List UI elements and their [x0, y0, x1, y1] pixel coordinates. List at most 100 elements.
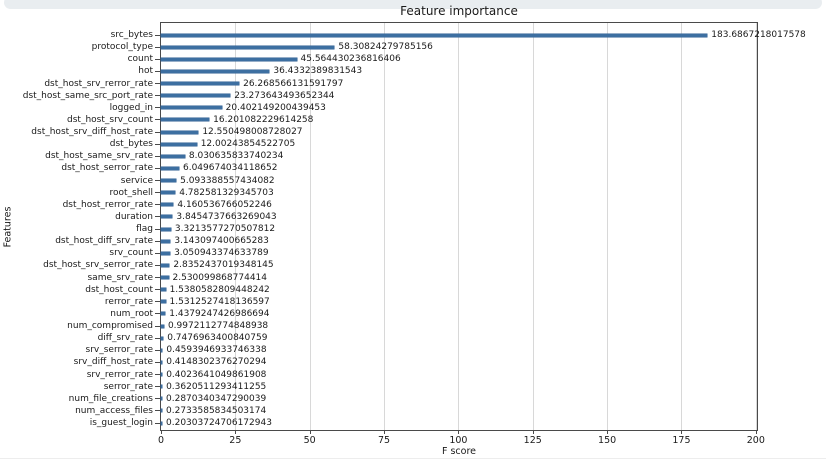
y-tick-mark: [155, 337, 160, 339]
importance-bar: [161, 312, 166, 316]
feature-label: dst_host_srv_rerror_rate: [44, 78, 153, 89]
gridline: [458, 23, 460, 430]
feature-label: srv_diff_host_rate: [73, 357, 153, 368]
feature-label: service: [120, 175, 153, 186]
gridline: [309, 23, 311, 430]
y-tick-mark: [155, 325, 160, 327]
feature-label: duration: [115, 211, 153, 222]
x-tick-label: 100: [449, 435, 468, 446]
bar-value-label: 36.4332389831543: [273, 66, 363, 77]
y-tick-mark: [155, 277, 160, 278]
feature-label: same_srv_rate: [87, 272, 153, 283]
bar-value-label: 3.3213577270507812: [174, 224, 276, 234]
bottom-divider: [0, 458, 826, 459]
y-tick-mark: [155, 289, 160, 291]
y-tick-mark: [155, 422, 160, 424]
collapsed-cell-strip: [4, 0, 822, 9]
bar-row: srv_diff_host_rate 0.4148302376270294: [0, 356, 826, 368]
feature-label: dst_host_same_srv_rate: [45, 151, 153, 162]
bar-row: protocol_type 58.30824279785156: [0, 41, 826, 53]
x-tick-label: 200: [746, 435, 765, 446]
bar-row: same_srv_rate 2.530099868774414: [0, 272, 826, 284]
x-tick-label: 75: [378, 435, 391, 446]
bar-row: duration 3.8454737663269043: [0, 211, 826, 223]
bar-value-label: 12.00243854522705: [200, 139, 296, 150]
bar-row: dst_host_rerror_rate 4.160536766052246: [0, 199, 826, 211]
y-tick-mark: [155, 386, 160, 388]
feature-label: root_shell: [109, 187, 153, 198]
x-tick-mark: [235, 431, 237, 434]
feature-label: dst_host_srv_serror_rate: [43, 260, 153, 271]
feature-label: is_guest_login: [89, 418, 153, 428]
feature-label: num_access_files: [75, 405, 153, 416]
bar-row: dst_host_same_src_port_rate 23.2736434936…: [0, 90, 826, 102]
feature-label: num_compromised: [67, 321, 153, 331]
feature-label: dst_host_diff_srv_rate: [55, 236, 153, 247]
bar-value-label: 5.093388557434082: [180, 175, 275, 186]
gridline: [384, 23, 386, 430]
gridline: [607, 23, 609, 430]
importance-bar: [161, 191, 176, 195]
importance-bar: [161, 288, 166, 292]
bar-value-label: 12.550498008728027: [202, 127, 303, 137]
importance-bar: [161, 179, 177, 182]
feature-label: dst_host_serror_rate: [61, 163, 153, 174]
bar-value-label: 3.8454737663269043: [176, 211, 277, 222]
feature-label: logged_in: [109, 102, 153, 113]
bar-row: diff_srv_rate 0.7476963400840759: [0, 332, 826, 344]
bar-value-label: 1.5312527418136597: [169, 296, 270, 307]
y-tick-mark: [155, 155, 160, 157]
bar-value-label: 1.4379247426986694: [169, 308, 270, 319]
importance-bar: [161, 385, 163, 389]
bar-row: service 5.093388557434082: [0, 175, 826, 187]
bar-row: dst_host_diff_srv_rate 3.143097400665283: [0, 235, 826, 247]
bar-value-label: 0.9972112774848938: [167, 321, 269, 331]
bar-value-label: 2.8352437019348145: [173, 260, 274, 271]
x-tick-label: 150: [598, 435, 617, 446]
bar-row: dst_bytes 12.00243854522705: [0, 138, 826, 150]
importance-bar: [161, 130, 199, 134]
bar-value-label: 0.2870340347290039: [166, 393, 267, 404]
bar-value-label: 8.030635833740234: [188, 151, 284, 162]
y-tick-mark: [155, 143, 160, 145]
bar-value-label: 0.4148302376270294: [166, 357, 267, 368]
importance-bar: [161, 251, 171, 255]
y-tick-mark: [155, 252, 160, 254]
feature-label: flag: [136, 224, 153, 234]
x-tick-mark: [458, 431, 460, 434]
importance-bar: [161, 336, 164, 340]
y-tick-mark: [155, 374, 160, 375]
x-tick-label: 25: [229, 435, 242, 446]
bar-row: dst_host_srv_diff_host_rate 12.5504980087…: [0, 126, 826, 138]
bar-value-label: 3.050943374633789: [174, 248, 269, 259]
y-tick-mark: [155, 301, 160, 303]
bar-row: serror_rate 0.3620511293411255: [0, 381, 826, 393]
importance-bar: [161, 203, 174, 207]
bar-row: dst_host_same_srv_rate 8.030635833740234: [0, 150, 826, 162]
gridline: [755, 23, 757, 430]
importance-bar: [161, 239, 171, 243]
gridline: [532, 23, 534, 430]
bar-value-label: 2.530099868774414: [172, 272, 267, 283]
bar-row: logged_in 20.402149200439453: [0, 102, 826, 114]
y-tick-mark: [155, 216, 160, 218]
importance-bar: [161, 142, 197, 146]
feature-label: rerror_rate: [104, 296, 153, 307]
bar-value-label: 0.2733585834503174: [166, 405, 267, 416]
bar-row: rerror_rate 1.5312527418136597: [0, 296, 826, 308]
x-tick-mark: [681, 431, 683, 434]
chart-title: Feature importance: [400, 4, 518, 18]
feature-label: dst_host_count: [85, 284, 153, 295]
bar-value-label: 183.6867218017578: [711, 30, 806, 40]
x-tick-label: 125: [523, 435, 542, 446]
bar-value-label: 0.20303724706172943: [166, 418, 272, 428]
bar-value-label: 16.201082229614258: [213, 114, 314, 125]
feature-label: diff_srv_rate: [97, 333, 153, 344]
y-tick-mark: [155, 131, 160, 133]
y-tick-mark: [155, 83, 160, 84]
bar-row: count 45.564430236816406: [0, 53, 826, 65]
importance-bar: [161, 421, 162, 425]
importance-bar: [161, 118, 210, 122]
bar-row: dst_host_srv_count 16.201082229614258: [0, 114, 826, 126]
bar-row: num_compromised 0.9972112774848938: [0, 320, 826, 332]
